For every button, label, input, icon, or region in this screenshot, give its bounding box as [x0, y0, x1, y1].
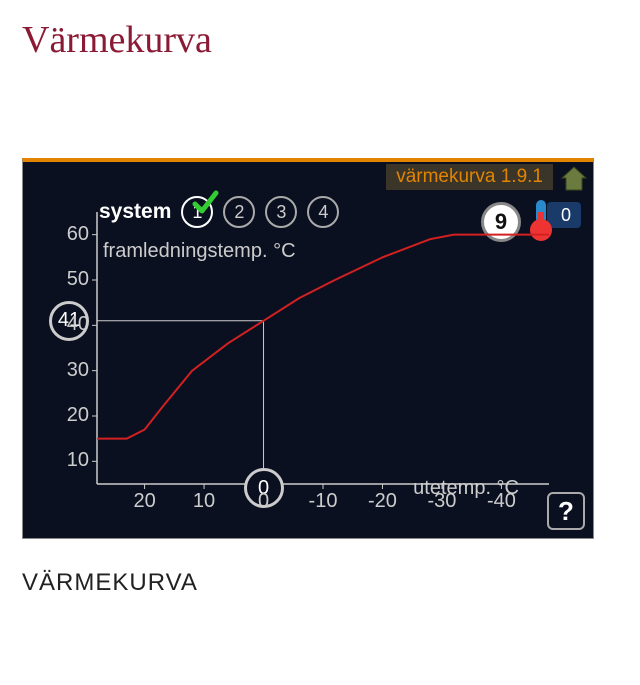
x-tick: 20	[123, 490, 167, 513]
x-tick: -10	[301, 490, 345, 513]
x-tick: 10	[182, 490, 226, 513]
y-tick: 20	[49, 404, 89, 427]
caption: VÄRMEKURVA	[22, 569, 618, 597]
x-tick: -40	[479, 490, 523, 513]
page-title: Värmekurva	[22, 18, 618, 62]
y-tick: 50	[49, 268, 89, 291]
heat-curve-panel: värmekurva 1.9.1 system 1234 9 0 framled…	[22, 158, 594, 539]
home-icon[interactable]	[559, 164, 589, 194]
heat-curve-chart: 41 0 10203040506020100-10-20-30-40	[45, 208, 565, 534]
x-tick: 0	[242, 490, 286, 513]
y-tick: 40	[49, 313, 89, 336]
x-tick: -20	[360, 490, 404, 513]
y-tick: 60	[49, 223, 89, 246]
y-tick: 10	[49, 449, 89, 472]
help-button[interactable]: ?	[547, 492, 585, 530]
x-tick: -30	[420, 490, 464, 513]
panel-header: värmekurva 1.9.1	[386, 164, 553, 190]
y-tick: 30	[49, 359, 89, 382]
